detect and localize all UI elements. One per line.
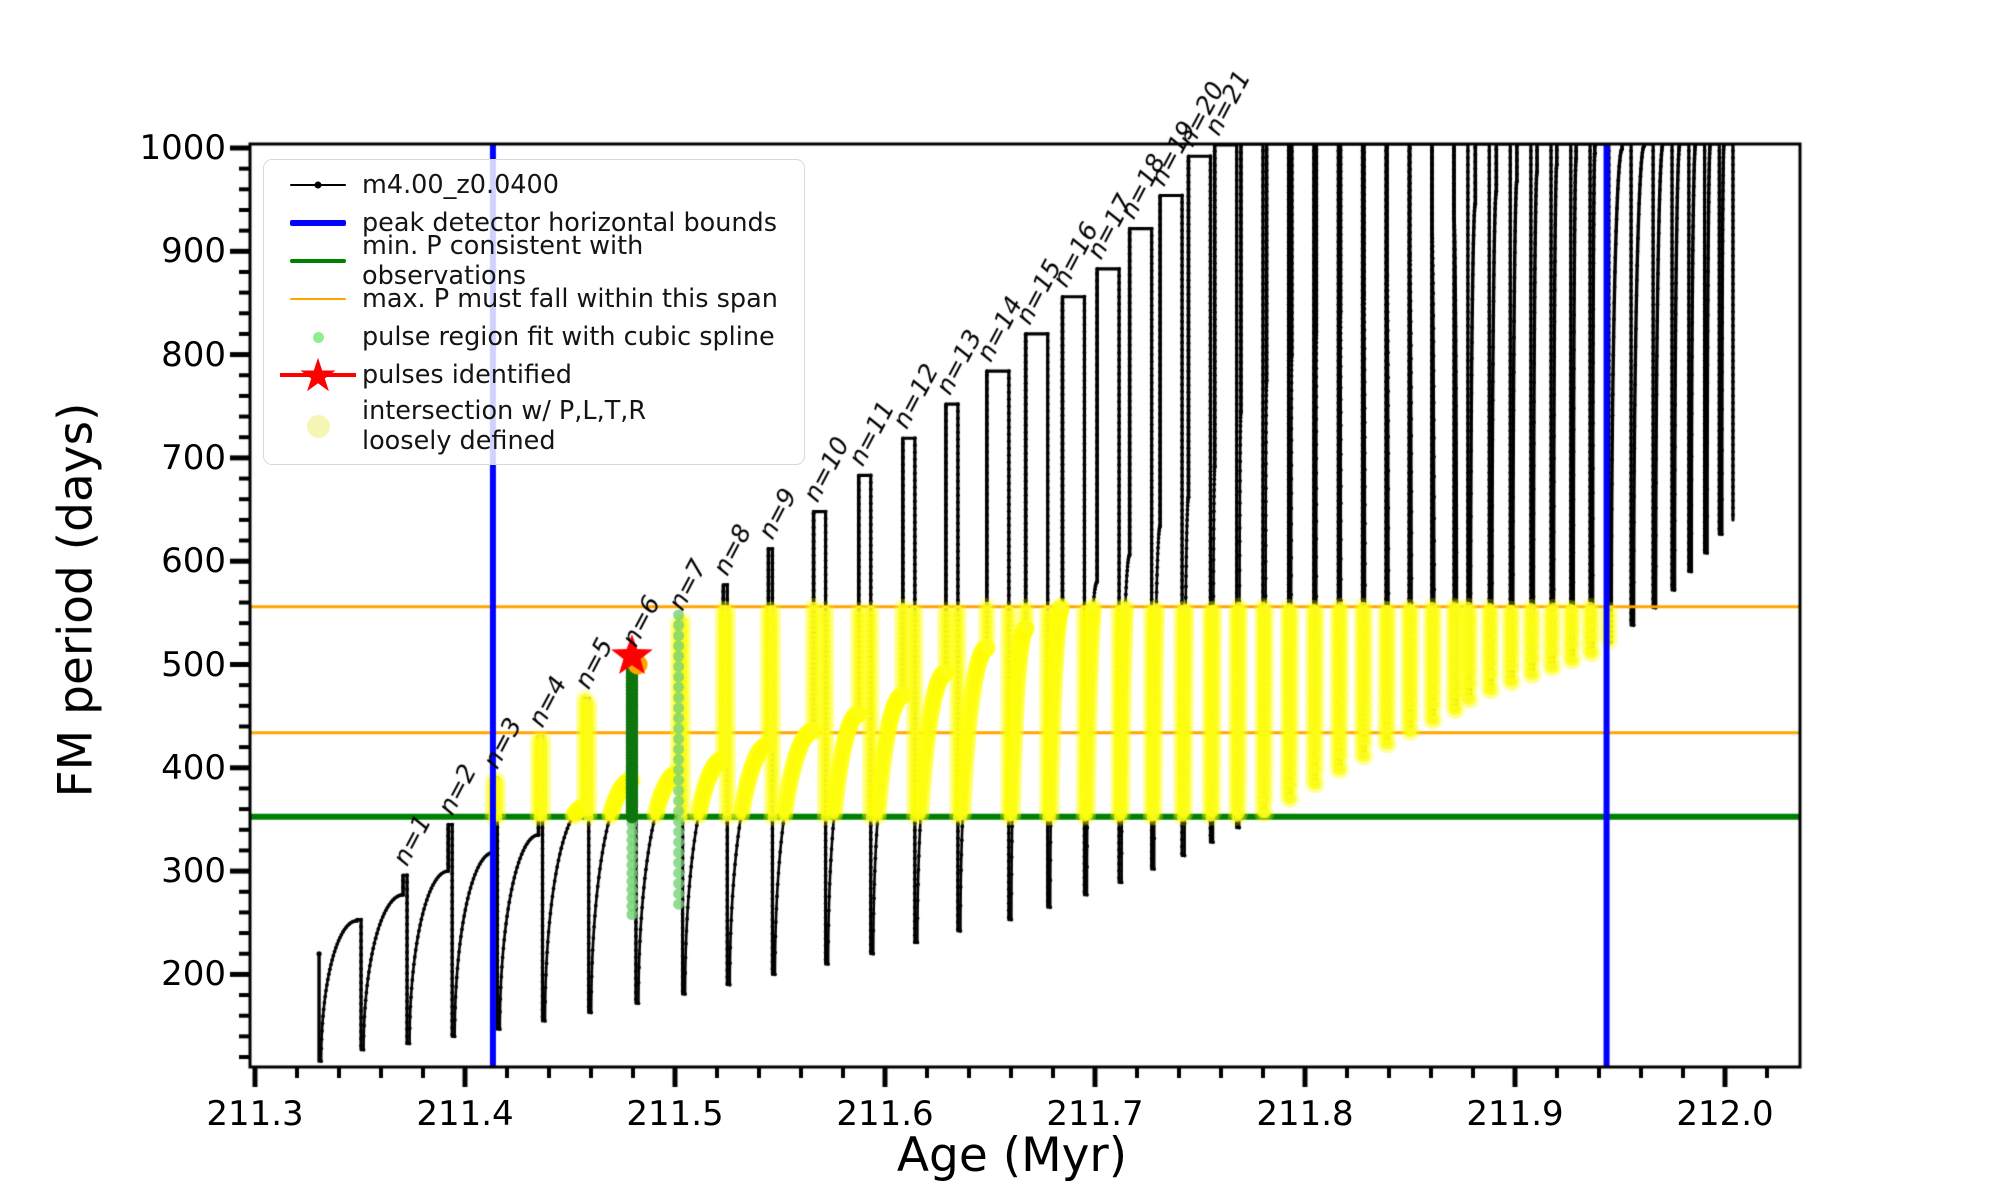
legend-item: pulse region fit with cubic spline bbox=[274, 318, 790, 356]
legend-item-label: pulses identified bbox=[362, 359, 572, 390]
legend-line-swatch bbox=[274, 258, 362, 264]
legend-item-label: pulse region fit with cubic spline bbox=[362, 321, 775, 352]
y-tick-label: 300 bbox=[161, 851, 226, 892]
y-tick-label: 900 bbox=[161, 231, 226, 272]
x-tick-label: 211.6 bbox=[836, 1094, 934, 1134]
x-tick-label: 211.5 bbox=[626, 1094, 724, 1134]
legend-line-swatch bbox=[274, 297, 362, 301]
legend-item: intersection w/ P,L,T,R loosely defined bbox=[274, 394, 790, 458]
x-tick-label: 211.3 bbox=[206, 1094, 304, 1134]
legend-line-swatch bbox=[274, 181, 362, 189]
x-tick-label: 212.0 bbox=[1676, 1094, 1774, 1134]
legend-item-label: intersection w/ P,L,T,R loosely defined bbox=[362, 395, 647, 456]
x-tick-label: 211.9 bbox=[1466, 1094, 1564, 1134]
x-axis-label: Age (Myr) bbox=[896, 1128, 1128, 1183]
legend-dot-swatch bbox=[274, 414, 362, 438]
y-tick-label: 400 bbox=[161, 747, 226, 788]
legend-item: max. P must fall within this span bbox=[274, 280, 790, 318]
y-tick-label: 1000 bbox=[139, 128, 226, 168]
legend-item-label: min. P consistent with observations bbox=[362, 230, 644, 291]
marker-dot-icon bbox=[314, 181, 322, 189]
legend-line-swatch bbox=[274, 220, 362, 226]
legend-dot-swatch bbox=[274, 331, 362, 343]
x-tick-label: 211.8 bbox=[1256, 1094, 1354, 1134]
legend-item-label: peak detector horizontal bounds bbox=[362, 207, 778, 238]
legend-item-label: max. P must fall within this span bbox=[362, 283, 778, 314]
marker-dot-icon bbox=[312, 331, 324, 343]
legend-star-swatch: ★ bbox=[274, 348, 362, 402]
legend-item-label: m4.00_z0.0400 bbox=[362, 169, 559, 200]
legend-item: peak detector horizontal bounds bbox=[274, 204, 790, 242]
legend-item: m4.00_z0.0400 bbox=[274, 166, 790, 204]
x-tick-label: 211.7 bbox=[1046, 1094, 1144, 1134]
y-tick-label: 700 bbox=[161, 437, 226, 478]
y-tick-label: 600 bbox=[161, 541, 226, 582]
star-icon: ★ bbox=[297, 348, 339, 402]
y-tick-label: 800 bbox=[161, 334, 226, 375]
y-tick-label: 200 bbox=[161, 954, 226, 995]
y-tick-label: 500 bbox=[161, 644, 226, 685]
legend-item: min. P consistent with observations bbox=[274, 231, 790, 291]
x-tick-label: 211.4 bbox=[416, 1094, 514, 1134]
legend-item: ★ pulses identified bbox=[274, 348, 790, 402]
marker-dot-icon bbox=[306, 414, 330, 438]
